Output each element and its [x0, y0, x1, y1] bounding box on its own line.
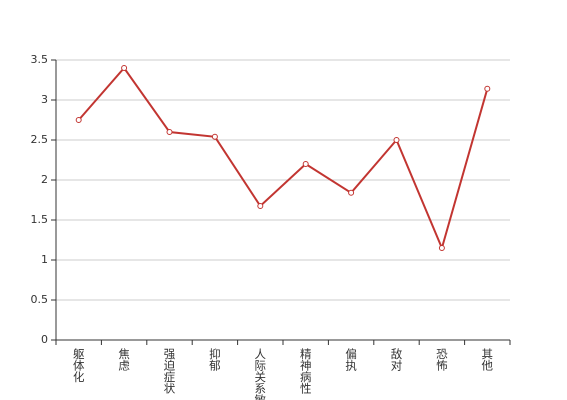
- x-tick-label: 焦虑: [117, 348, 131, 371]
- y-tick-label: 2: [41, 173, 48, 186]
- point: [484, 85, 491, 92]
- series-line: [77, 66, 489, 252]
- x-tick-label: 强迫症状: [163, 348, 177, 394]
- point: [121, 65, 128, 71]
- x-tick-label: 其他: [480, 348, 494, 371]
- point: [257, 203, 264, 209]
- x-tick-label: 偏执: [344, 347, 358, 372]
- x-tick-label: 躯体化: [72, 348, 86, 383]
- x-tick-label: 抑郁: [208, 347, 222, 371]
- point: [211, 133, 218, 140]
- x-tick-label: 精神病性: [299, 348, 313, 395]
- y-tick-label: 1: [41, 253, 48, 266]
- point: [348, 189, 355, 196]
- y-tick-label: 2.5: [31, 133, 49, 146]
- x-tick-label: 人际关系敏感: [253, 348, 267, 400]
- x-tick-label: 敌对: [390, 347, 404, 371]
- y-tick-label: 1.5: [31, 213, 49, 226]
- point: [166, 129, 173, 135]
- y-tick-label: 0: [41, 333, 48, 346]
- y-tick-label: 3: [41, 93, 48, 106]
- point: [393, 137, 400, 143]
- point: [302, 161, 309, 167]
- point: [438, 245, 445, 251]
- y-tick-label: 3.5: [31, 53, 49, 66]
- point: [75, 117, 82, 123]
- x-tick-label: 恐怖: [435, 348, 449, 371]
- y-tick-label: 0.5: [31, 293, 49, 306]
